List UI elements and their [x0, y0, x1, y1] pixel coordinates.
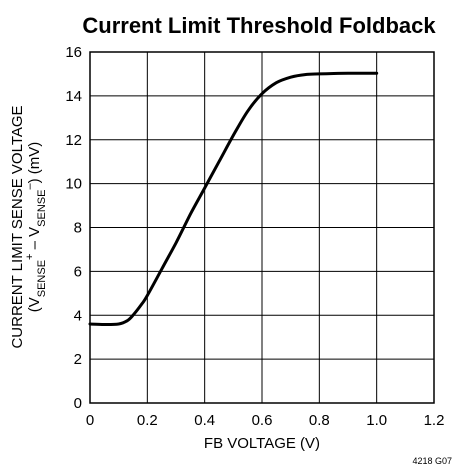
y-tick-label: 12	[65, 132, 82, 149]
y-tick-labels: 0 2 4 6 8 10 12 14 16	[65, 44, 82, 412]
y-label-sup2: –	[24, 183, 36, 190]
y-tick-label: 6	[74, 263, 82, 280]
y-tick-label: 2	[74, 351, 82, 368]
curves	[88, 71, 379, 327]
x-tick-label: 0.4	[194, 412, 215, 429]
chart-title: Current Limit Threshold Foldback	[82, 13, 436, 38]
y-label-sub1: SENSE	[36, 260, 48, 297]
y-tick-label: 14	[65, 88, 82, 105]
y-tick-label: 4	[74, 307, 82, 324]
x-tick-label: 0	[86, 412, 94, 429]
grid	[89, 51, 435, 404]
x-tick-label: 0.6	[252, 412, 273, 429]
y-axis-label-line1: CURRENT LIMIT SENSE VOLTAGE	[9, 105, 26, 348]
x-tick-label: 1.0	[366, 412, 387, 429]
y-tick-label: 8	[74, 220, 82, 237]
plot-frame	[89, 51, 435, 404]
y-label-open: (V	[26, 297, 43, 312]
y-label-sub2: SENSE	[36, 190, 48, 227]
y-axis-label: CURRENT LIMIT SENSE VOLTAGE (VSENSE+ – V…	[9, 105, 48, 348]
y-label-sup1: +	[24, 254, 36, 260]
x-tick-label: 0.8	[309, 412, 330, 429]
series-line	[88, 71, 379, 327]
x-axis-label: FB VOLTAGE (V)	[204, 435, 320, 452]
y-tick-label: 0	[74, 395, 82, 412]
y-tick-label: 10	[65, 176, 82, 193]
x-tick-label: 0.2	[137, 412, 158, 429]
figure-code: 4218 G07	[412, 456, 452, 466]
y-tick-label: 16	[65, 44, 82, 61]
x-tick-label: 1.2	[424, 412, 445, 429]
y-label-dash: – V	[26, 227, 43, 254]
y-axis-label-line2: (VSENSE+ – VSENSE–) (mV)	[24, 142, 48, 313]
x-tick-labels: 0 0.2 0.4 0.6 0.8 1.0 1.2	[86, 412, 445, 429]
y-label-close: ) (mV)	[26, 142, 43, 184]
